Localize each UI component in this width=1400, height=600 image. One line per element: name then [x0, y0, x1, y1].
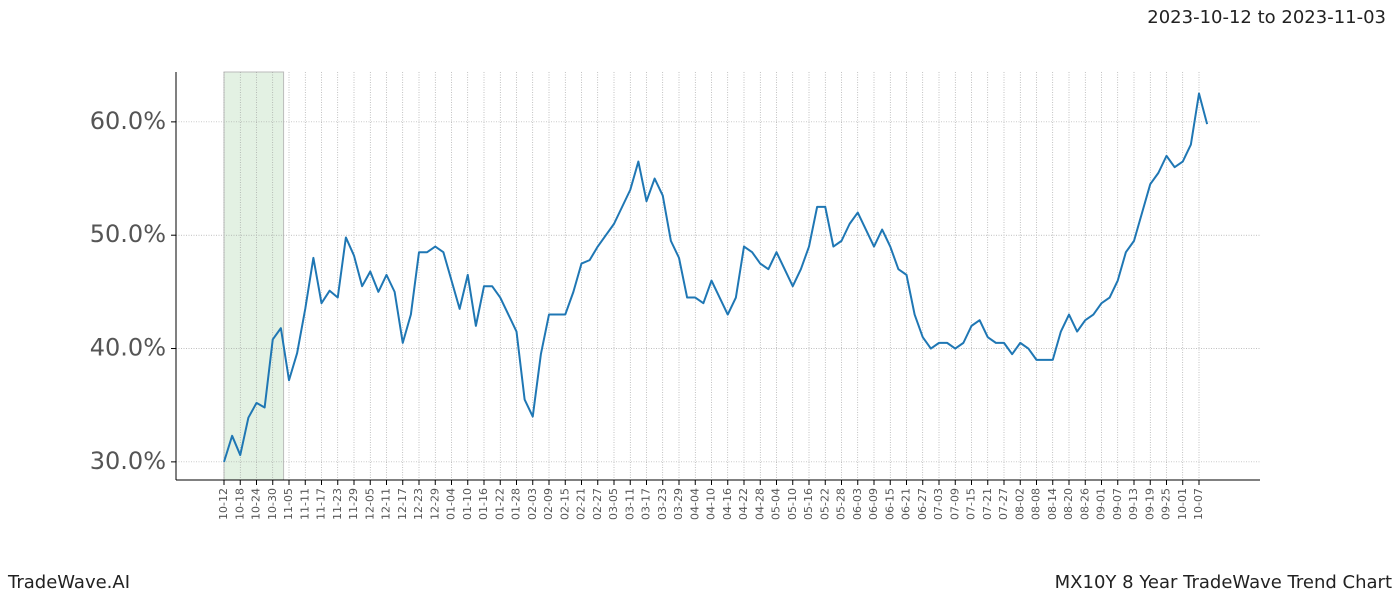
x-tick-label: 06-15 [883, 488, 896, 520]
x-tick-label: 05-10 [786, 488, 799, 520]
x-tick-label: 04-10 [705, 488, 718, 520]
x-tick-label: 11-11 [298, 488, 311, 520]
x-tick-label: 10-12 [217, 488, 230, 520]
x-tick-label: 01-28 [510, 488, 523, 520]
x-tick-label: 06-27 [916, 488, 929, 520]
x-tick-label: 12-11 [380, 488, 393, 520]
x-tick-label: 12-29 [428, 488, 441, 520]
x-tick-label: 10-07 [1192, 488, 1205, 520]
x-tick-label: 07-09 [948, 488, 961, 520]
x-tick-label: 11-17 [315, 488, 328, 520]
x-tick-label: 09-07 [1111, 488, 1124, 520]
date-range: 2023-10-12 to 2023-11-03 [1147, 7, 1386, 28]
trend-line [223, 92, 1209, 463]
x-tick-label: 02-09 [542, 488, 555, 520]
x-tick-label: 08-14 [1046, 488, 1059, 520]
x-tick-label: 12-05 [363, 488, 376, 520]
x-tick-label: 06-03 [851, 488, 864, 520]
x-tick-label: 03-17 [640, 488, 653, 520]
x-tick-label: 08-26 [1078, 488, 1091, 520]
x-tick-label: 12-17 [396, 488, 409, 520]
x-tick-label: 04-16 [721, 488, 734, 520]
x-tick-label: 08-20 [1062, 488, 1075, 520]
x-tick-label: 02-27 [591, 488, 604, 520]
x-tick-label: 07-03 [932, 488, 945, 520]
x-tick-label: 07-15 [965, 488, 978, 520]
x-tick-label: 07-21 [981, 488, 994, 520]
y-tick-label: 40.0% [90, 334, 166, 362]
x-tick-label: 06-09 [867, 488, 880, 520]
x-tick-label: 10-30 [266, 488, 279, 520]
x-tick-label: 02-15 [558, 488, 571, 520]
x-tick-label: 04-28 [753, 488, 766, 520]
x-tick-label: 09-25 [1160, 488, 1173, 520]
x-tick-label: 09-01 [1095, 488, 1108, 520]
brand: TradeWave.AI [7, 572, 130, 593]
x-tick-label: 07-27 [997, 488, 1010, 520]
x-tick-label: 06-21 [900, 488, 913, 520]
x-tick-label: 10-18 [233, 488, 246, 520]
x-tick-label: 02-21 [575, 488, 588, 520]
x-tick-label: 10-24 [250, 488, 263, 520]
x-tick-label: 11-23 [331, 488, 344, 520]
y-tick-label: 60.0% [90, 107, 166, 135]
x-tick-label: 08-08 [1030, 488, 1043, 520]
y-tick-label: 50.0% [90, 220, 166, 248]
x-tick-label: 01-04 [445, 488, 458, 520]
y-tick-label: 30.0% [90, 447, 166, 475]
x-tick-label: 08-02 [1013, 488, 1026, 520]
x-tick-label: 05-16 [802, 488, 815, 520]
highlight-range [223, 71, 285, 481]
x-tick-label: 05-22 [818, 488, 831, 520]
x-tick-label: 03-23 [656, 488, 669, 520]
x-tick-label: 09-19 [1143, 488, 1156, 520]
x-tick-label: 12-23 [412, 488, 425, 520]
x-tick-label: 05-04 [770, 488, 783, 520]
x-tick-label: 05-28 [835, 488, 848, 520]
x-tick-label: 09-13 [1127, 488, 1140, 520]
x-tick-label: 01-22 [493, 488, 506, 520]
x-tick-label: 03-05 [607, 488, 620, 520]
x-tick-label: 03-29 [672, 488, 685, 520]
x-tick-label: 03-11 [623, 488, 636, 520]
x-tick-label: 04-22 [737, 488, 750, 520]
x-tick-label: 01-16 [477, 488, 490, 520]
x-tick-label: 02-03 [526, 488, 539, 520]
chart-name: MX10Y 8 Year TradeWave Trend Chart [1055, 572, 1392, 593]
x-tick-label: 10-01 [1176, 488, 1189, 520]
x-tick-label: 01-10 [461, 488, 474, 520]
x-tick-label: 04-04 [688, 488, 701, 520]
x-tick-label: 11-29 [347, 488, 360, 520]
x-tick-label: 11-05 [282, 488, 295, 520]
